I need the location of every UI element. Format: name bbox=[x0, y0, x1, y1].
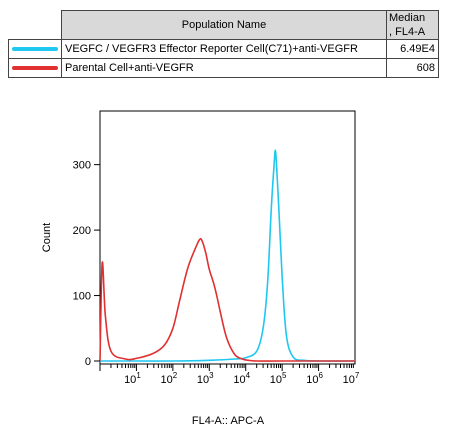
x-tick-exponent: 3 bbox=[209, 371, 214, 380]
y-tick-label: 100 bbox=[73, 291, 91, 303]
x-tick-exponent: 6 bbox=[318, 371, 323, 380]
population-name-header: Population Name bbox=[61, 10, 387, 40]
legend-swatch-cell bbox=[8, 58, 62, 78]
y-tick-label: 300 bbox=[73, 160, 91, 172]
series-layer bbox=[99, 149, 356, 362]
x-tick-label: 103 bbox=[197, 371, 214, 386]
x-tick-label: 106 bbox=[306, 371, 323, 386]
x-tick-label: 101 bbox=[124, 371, 141, 386]
x-tick-exponent: 1 bbox=[136, 371, 141, 380]
x-tick-exponent: 4 bbox=[246, 371, 251, 380]
median-header-line2: , FL4-A bbox=[389, 26, 426, 38]
parental-cell-histogram-line bbox=[99, 238, 355, 362]
x-axis-label: FL4-A:: APC-A bbox=[192, 415, 265, 427]
legend-series-median: 6.49E4 bbox=[386, 39, 439, 59]
x-tick-label: 102 bbox=[161, 371, 178, 386]
x-tick-label: 107 bbox=[343, 371, 360, 386]
legend-series-name: Parental Cell+anti-VEGFR bbox=[61, 58, 387, 78]
median-header: Median , FL4-A bbox=[386, 10, 439, 40]
y-axis-label: Count bbox=[41, 223, 53, 252]
legend-row: VEGFC / VEGFR3 Effector Reporter Cell(C7… bbox=[8, 39, 439, 59]
x-tick-label: 104 bbox=[233, 371, 250, 386]
y-axis: 0 100 200 300 bbox=[73, 160, 100, 368]
reporter-cell-histogram-line bbox=[100, 149, 356, 362]
legend-series-name: VEGFC / VEGFR3 Effector Reporter Cell(C7… bbox=[61, 39, 387, 59]
y-tick-label: 200 bbox=[73, 225, 91, 237]
reporter-cell-swatch bbox=[12, 47, 58, 51]
x-tick-label: 105 bbox=[270, 371, 287, 386]
x-axis: 101 102 103 104 105 106 107 bbox=[99, 364, 360, 386]
x-tick-exponent: 7 bbox=[355, 371, 360, 380]
y-tick-label: 0 bbox=[85, 356, 91, 368]
parental-cell-swatch bbox=[12, 66, 58, 70]
legend-table: Population Name Median , FL4-A VEGFC / V… bbox=[8, 10, 439, 78]
x-tick-exponent: 2 bbox=[173, 371, 178, 380]
legend-series-median: 608 bbox=[386, 58, 439, 78]
median-header-line1: Median bbox=[389, 12, 426, 24]
legend-row: Parental Cell+anti-VEGFR 608 bbox=[8, 58, 439, 78]
x-tick-exponent: 5 bbox=[282, 371, 287, 380]
plot-frame bbox=[99, 110, 356, 365]
